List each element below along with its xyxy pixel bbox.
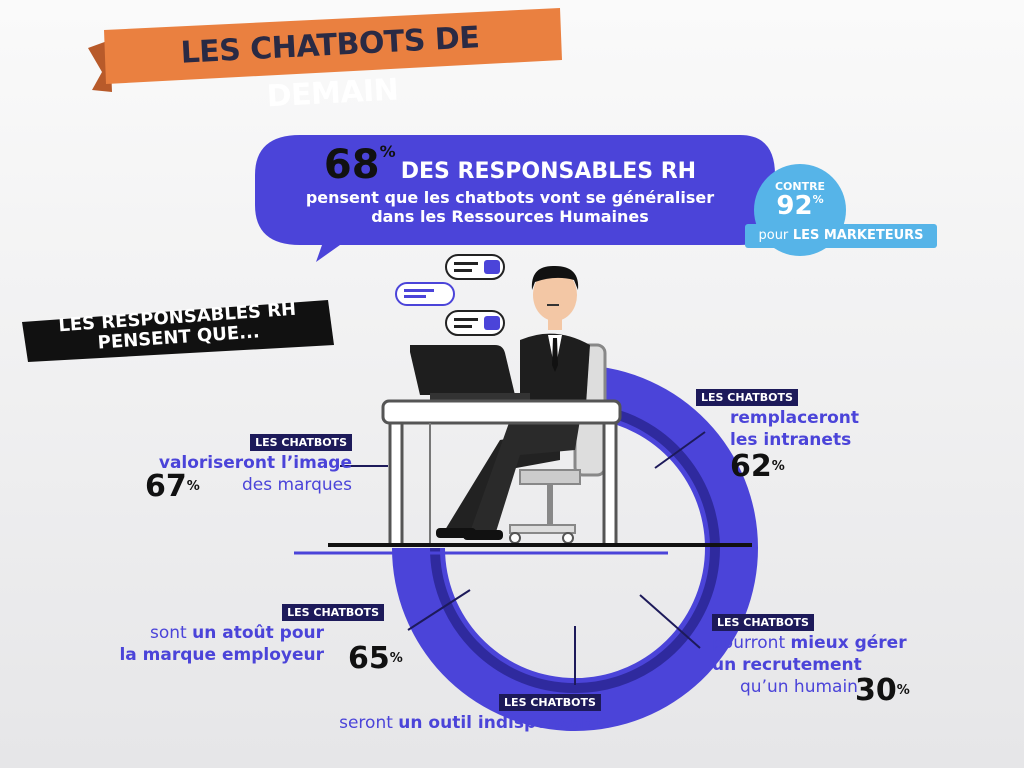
ring-inner xyxy=(430,405,720,694)
item-text: remplaceront xyxy=(730,408,859,428)
tag-row: LES CHATBOTS xyxy=(300,690,650,712)
item-line: pourront mieux gérer xyxy=(712,632,932,654)
leaders xyxy=(340,431,706,685)
item-value: 65% xyxy=(348,644,403,674)
value-number: 67 xyxy=(145,469,187,504)
item-text: sont xyxy=(150,623,193,643)
speech-bubble xyxy=(255,135,775,262)
item-value: 30% xyxy=(855,676,910,706)
title-start: LES CHATBOTS DE xyxy=(179,20,481,71)
item: LES CHATBOTS sont un atoût pour la marque … xyxy=(100,600,403,674)
item-line: un recrutement xyxy=(712,654,932,676)
headline-value: 68 xyxy=(323,142,380,188)
item-tag: LES CHATBOTS xyxy=(499,694,601,711)
tag-row: LES CHATBOTS xyxy=(712,610,932,632)
item-value: 62% xyxy=(730,452,785,482)
headline-title: DES RESPONSABLES RH xyxy=(400,159,697,184)
chat-icons xyxy=(395,254,505,336)
item-text: mieux gérer xyxy=(790,633,907,653)
value-unit: % xyxy=(186,479,200,494)
item-line: les intranets xyxy=(696,429,896,451)
item-tag: LES CHATBOTS xyxy=(696,389,798,406)
headline: 68% DES RESPONSABLES RH pensent que les … xyxy=(270,142,750,226)
item-line: sont un atoût pour xyxy=(100,622,324,644)
caption-end: LES MARKETEURS xyxy=(792,228,924,243)
comparison-caption: pour LES MARKETEURS xyxy=(745,224,937,248)
ribbon xyxy=(104,8,562,84)
item: LES CHATBOTS valoriseront l’image des marq… xyxy=(90,430,352,502)
torso xyxy=(520,333,590,420)
item-tag: LES CHATBOTS xyxy=(282,604,384,621)
item-value: 67% xyxy=(145,472,200,502)
item-text: un recrutement xyxy=(712,655,862,675)
label-box xyxy=(22,300,334,362)
item-line: remplaceront xyxy=(696,407,896,429)
item-text: la marque employeur xyxy=(119,645,324,665)
item-text: un outil indispensable xyxy=(398,713,611,733)
item-text: qu’un humain xyxy=(740,677,858,697)
headline-line: pensent que les chatbots vont se général… xyxy=(305,188,715,207)
item-line: des marques xyxy=(90,474,352,496)
chair-seat xyxy=(519,469,581,485)
item: LES CHATBOTS seront un outil indispensabl… xyxy=(300,690,650,734)
tag-row: LES CHATBOTS xyxy=(696,385,896,407)
laptop xyxy=(410,345,515,395)
tag-row: LES CHATBOTS xyxy=(100,600,384,622)
item-line: la marque employeur xyxy=(100,644,324,666)
comparison-prefix: CONTRE xyxy=(774,180,826,193)
tag-row: LES CHATBOTS xyxy=(90,430,352,452)
legs xyxy=(445,430,560,535)
value-number: 30 xyxy=(855,673,897,708)
value-unit: % xyxy=(389,651,403,666)
caption-start: pour xyxy=(758,228,789,243)
item-text: des marques xyxy=(241,475,352,495)
item-line: seront un outil indispensable xyxy=(300,712,650,734)
value-number: 62 xyxy=(730,449,772,484)
item-text: un atoût pour xyxy=(192,623,324,643)
item-tag: LES CHATBOTS xyxy=(712,614,814,631)
item: LES CHATBOTS pourront mieux gérer un recru… xyxy=(712,610,932,706)
item-line: valoriseront l’image xyxy=(90,452,352,474)
comparison: CONTRE 92% xyxy=(755,180,845,219)
value-unit: % xyxy=(771,459,785,474)
desk xyxy=(381,399,622,425)
item-text: seront xyxy=(339,713,399,733)
item: LES CHATBOTS remplaceront les intranets 62% xyxy=(696,385,896,482)
item-text: pourront xyxy=(712,633,791,653)
comparison-unit: % xyxy=(812,193,824,206)
item-tag: LES CHATBOTS xyxy=(250,434,352,451)
headline-unit: % xyxy=(379,142,396,161)
headline-line: dans les Ressources Humaines xyxy=(371,207,649,226)
value-number: 65 xyxy=(348,641,390,676)
comparison-value: 92 xyxy=(776,191,813,221)
title-end: DEMAIN xyxy=(265,72,400,115)
head xyxy=(533,269,577,321)
item-text: valoriseront l’image xyxy=(158,453,352,473)
item-line: qu’un humain xyxy=(712,676,932,698)
item-text: les intranets xyxy=(730,430,852,450)
value-unit: % xyxy=(896,683,910,698)
